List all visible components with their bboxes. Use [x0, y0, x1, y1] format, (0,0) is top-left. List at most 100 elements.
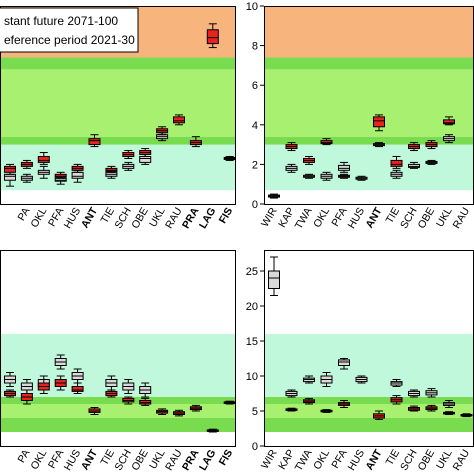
- category-label-lag: LAG: [197, 206, 218, 231]
- box-reference-WIR: [268, 193, 280, 199]
- threshold-band-1: [0, 404, 236, 418]
- plot-frame: [0, 6, 236, 205]
- box-body: [268, 270, 280, 289]
- box-reference-KAP: [285, 389, 298, 398]
- box-future-UKL: [156, 126, 169, 136]
- box-future-ANT: [88, 134, 101, 148]
- chart-panel-top-right: 0246810WIRKAPTWAOKLPFAHUSANTTIESCHOBEUKL…: [246, 1, 474, 231]
- category-label-hus: HUS: [62, 448, 83, 473]
- box-future-HUS: [71, 163, 84, 173]
- box-body: [88, 138, 101, 146]
- box-future-TWA: [303, 397, 315, 405]
- box-reference-SCH: [122, 379, 135, 394]
- box-future-PFA: [54, 171, 67, 179]
- y-tick-label: 25: [246, 266, 258, 278]
- category-label-wir: WIR: [259, 205, 280, 229]
- box-future-PFA: [338, 400, 350, 408]
- box-future-LAG: [206, 428, 219, 433]
- box-body: [390, 159, 403, 167]
- box-future-TIE: [390, 395, 403, 405]
- box-future-OBE: [139, 148, 152, 157]
- legend-entry-reference: eference period 2021-30: [4, 33, 135, 47]
- category-label-obe: OBE: [129, 448, 150, 473]
- box-future-RAU: [173, 114, 185, 126]
- box-future-TIE: [390, 155, 403, 169]
- box-future-TIE: [105, 389, 118, 398]
- category-label-rau: RAU: [451, 448, 472, 473]
- box-reference-KAP: [285, 163, 298, 173]
- box-body: [373, 116, 385, 128]
- box-reference-PFA: [338, 358, 350, 370]
- box-future-cat0: [4, 163, 16, 175]
- y-tick-label: 6: [252, 80, 258, 92]
- box-future-cat0: [4, 389, 16, 398]
- box-future-ANT: [373, 114, 385, 132]
- box-future-SCH: [122, 396, 135, 405]
- box-reference-UKL: [443, 134, 455, 144]
- y-tick-label: 10: [246, 1, 258, 13]
- threshold-band-3: [264, 57, 474, 70]
- box-reference-cat0: [4, 372, 16, 387]
- category-label-okl: OKL: [311, 447, 332, 471]
- category-label-fis: FIS: [217, 206, 236, 226]
- box-reference-TWA: [303, 173, 315, 179]
- box-future-PFA: [338, 173, 350, 179]
- box-future-PRA: [189, 404, 202, 412]
- box-body: [4, 173, 16, 181]
- threshold-band-1: [0, 136, 236, 145]
- box-future-SCH: [408, 405, 420, 412]
- box-reference-PFA: [54, 354, 67, 370]
- box-reference-OBE: [139, 382, 152, 398]
- y-tick-label: 5: [252, 406, 258, 418]
- box-future-PRA: [189, 136, 202, 148]
- box-reference-SCH: [408, 161, 420, 169]
- y-tick-label: 2: [252, 159, 258, 171]
- category-label-sch: SCH: [398, 206, 419, 231]
- category-label-okl: OKL: [311, 205, 332, 229]
- box-reference-WIR: [268, 256, 280, 296]
- box-future-PA: [20, 159, 33, 169]
- category-label-obe: OBE: [416, 448, 437, 473]
- y-tick-label: 15: [246, 336, 258, 348]
- box-reference-UKL: [443, 400, 455, 408]
- chart-panel-bottom-right: 0510152025WIRKAPTWAOKLPFAHUSANTTIESCHOBE…: [246, 250, 474, 474]
- category-label-hus: HUS: [346, 448, 367, 473]
- plot-frame: [0, 250, 236, 447]
- threshold-band-3: [0, 334, 236, 397]
- threshold-band-1: [264, 404, 474, 418]
- box-future-OKL: [37, 379, 50, 394]
- threshold-band-2: [264, 69, 474, 137]
- threshold-band-2: [0, 397, 236, 404]
- box-future-KAP: [285, 407, 298, 412]
- category-label-rau: RAU: [163, 448, 184, 473]
- y-tick-label: 0: [252, 199, 258, 211]
- box-reference-OKL: [320, 171, 333, 181]
- box-future-SCH: [408, 142, 420, 152]
- box-reference-HUS: [355, 375, 368, 384]
- box-future-OKL: [37, 152, 50, 165]
- category-label-obe: OBE: [129, 206, 150, 231]
- box-reference-OKL: [320, 372, 333, 387]
- box-future-PA: [20, 389, 33, 405]
- category-label-wir: WIR: [259, 447, 280, 471]
- threshold-band-0: [0, 418, 236, 432]
- box-reference-TWA: [303, 375, 315, 384]
- category-label-okl: OKL: [28, 447, 49, 471]
- category-label-rau: RAU: [451, 206, 472, 231]
- threshold-band-4: [264, 6, 474, 58]
- box-future-OBE: [425, 140, 438, 150]
- category-label-fis: FIS: [217, 448, 236, 468]
- threshold-band-3: [0, 57, 236, 70]
- box-future-UKL: [156, 408, 169, 415]
- box-future-TIE: [105, 165, 118, 173]
- category-label-twa: TWA: [293, 448, 315, 474]
- category-label-obe: OBE: [416, 206, 437, 231]
- box-reference-TIE: [390, 379, 403, 387]
- box-body: [139, 155, 152, 163]
- category-label-okl: OKL: [28, 205, 49, 229]
- box-future-OKL: [320, 409, 333, 413]
- threshold-band-1: [264, 136, 474, 145]
- box-future-KAP: [285, 142, 298, 152]
